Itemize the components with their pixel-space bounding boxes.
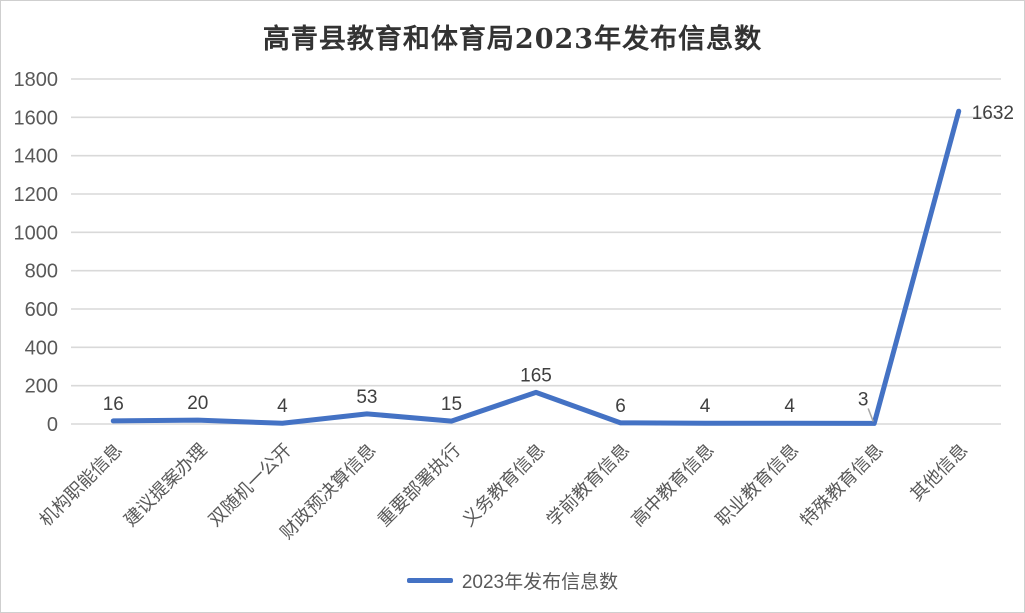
y-axis-tick-label: 1800	[14, 69, 59, 91]
data-label: 165	[520, 365, 552, 386]
chart-title: 高青县教育和体育局2023年发布信息数	[262, 24, 763, 55]
legend-line-swatch	[406, 577, 453, 583]
data-label: 6	[615, 396, 626, 417]
x-category-label: 双随机一公开	[205, 440, 296, 531]
data-label: 1632	[972, 103, 1014, 124]
data-label: 15	[441, 394, 462, 415]
data-label: 3	[858, 389, 869, 410]
x-category-label: 建议提案办理	[120, 440, 211, 531]
y-axis-tick-label: 200	[25, 376, 58, 398]
y-axis-tick-label: 1400	[14, 146, 59, 168]
data-label: 53	[356, 387, 377, 408]
data-label-leader-line	[867, 408, 874, 422]
data-label: 4	[784, 396, 795, 417]
legend: 2023年发布信息数	[1, 567, 1024, 593]
x-category-label: 职业教育信息	[712, 440, 803, 531]
data-label: 20	[187, 393, 208, 414]
y-axis-tick-label: 0	[47, 414, 58, 436]
x-category-label: 机构职能信息	[36, 440, 127, 531]
y-axis-tick-label: 1200	[14, 184, 59, 206]
x-category-label: 特殊教育信息	[797, 440, 888, 531]
y-axis-tick-label: 800	[25, 261, 58, 283]
x-category-label: 重要部署执行	[374, 440, 465, 531]
x-category-label: 学前教育信息	[543, 440, 634, 531]
x-category-label: 其他信息	[907, 440, 972, 505]
y-axis-tick-label: 400	[25, 337, 58, 359]
data-series-line	[110, 108, 962, 426]
y-axis-tick-label: 600	[25, 299, 58, 321]
x-category-label: 高中教育信息	[627, 440, 718, 531]
y-axis-tick-label: 1600	[14, 107, 59, 129]
data-label: 16	[103, 394, 124, 415]
data-label: 4	[700, 396, 711, 417]
data-label: 4	[277, 396, 288, 417]
y-axis-tick-label: 1000	[14, 222, 59, 244]
legend-label: 2023年发布信息数	[461, 571, 619, 593]
x-category-label: 义务教育信息	[458, 440, 549, 531]
